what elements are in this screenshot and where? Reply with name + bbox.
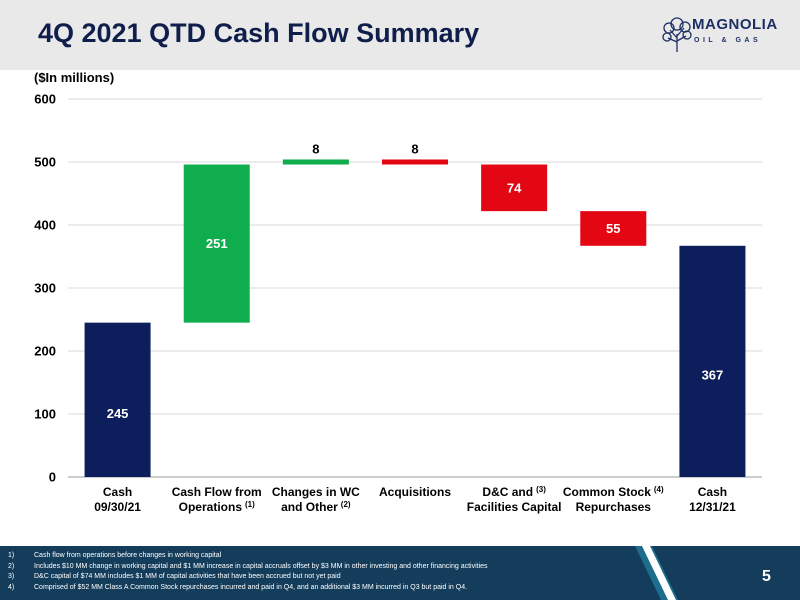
footnote-item: 1) Cash flow from operations before chang… (8, 551, 628, 562)
bar-2 (183, 164, 250, 323)
bars: 245 251 8 8 74 55 367 (84, 141, 746, 477)
footnote-number: 1) (8, 552, 15, 559)
category-label: Acquisitions (379, 485, 451, 499)
logo-wordmark: MAGNOLIA (692, 16, 778, 33)
bar-value-label: 251 (206, 236, 228, 251)
footnote-item: 4) Comprised of $52 MM Class A Common Sto… (8, 583, 628, 594)
footnote-text: Cash flow from operations before changes… (34, 552, 222, 559)
footnote-marker: (4) (654, 485, 664, 494)
page-title: 4Q 2021 QTD Cash Flow Summary (38, 18, 480, 48)
company-logo: MAGNOLIA OIL & GAS (660, 8, 780, 62)
footnote-text: Comprised of $52 MM Class A Common Stock… (34, 583, 468, 591)
category-label: Facilities Capital (467, 500, 562, 514)
y-tick-label: 500 (34, 155, 56, 170)
category-label: Cash Flow from (172, 485, 262, 499)
bar-6 (580, 211, 647, 246)
waterfall-chart: 0 100 200 300 400 500 600 245 251 8 8 74 55 367 Cash… (34, 92, 762, 514)
footnote-number: 2) (8, 562, 15, 570)
footnotes: 1) Cash flow from operations before chang… (8, 551, 628, 593)
y-tick-label: 200 (34, 344, 56, 359)
magnolia-tree-icon (662, 17, 692, 52)
y-tick-label: 600 (34, 92, 56, 107)
bar-value-label: 245 (107, 406, 129, 421)
bar-value-label: 8 (411, 141, 418, 156)
logo-subtext: OIL & GAS (694, 37, 762, 44)
category-label: 09/30/21 (94, 500, 141, 514)
footnote-item: 2) Includes $10 MM change in working capi… (8, 562, 628, 573)
footer-bar: 1) Cash flow from operations before chang… (0, 546, 800, 600)
bar-value-label: 8 (312, 141, 319, 156)
y-tick-label: 100 (34, 407, 56, 422)
footer-background (0, 546, 800, 600)
bar-value-label: 55 (606, 221, 620, 236)
category-label: Repurchases (576, 500, 652, 514)
bar-value-label: 74 (507, 180, 522, 195)
y-tick-label: 300 (34, 281, 56, 296)
footnote-number: 3) (8, 573, 15, 580)
category-label: Changes in WC (272, 485, 360, 499)
footnote-text: D&C capital of $74 MM includes $1 MM of … (34, 573, 341, 580)
y-tick-label: 400 (34, 218, 56, 233)
y-tick-label: 0 (49, 470, 56, 485)
footnote-text: Includes $10 MM change in working capita… (34, 562, 488, 570)
header-bar: 4Q 2021 QTD Cash Flow Summary MAGNOLIA O… (0, 0, 800, 70)
category-label: 12/31/21 (689, 500, 736, 514)
category-label: Cash (103, 485, 132, 499)
category-label: Common Stock (4) (563, 485, 664, 499)
bar-value-label: 367 (702, 367, 724, 382)
footnote-number: 4) (8, 583, 15, 591)
page-number: 5 (762, 568, 771, 585)
category-label: D&C and (3) (482, 485, 546, 499)
bar-7 (679, 245, 746, 477)
footnote-item: 3) D&C capital of $74 MM includes $1 MM o… (8, 572, 628, 583)
bar-5 (481, 164, 548, 212)
category-label: Cash (698, 485, 727, 499)
bar-3 (282, 159, 349, 165)
footnote-marker: (1) (245, 500, 255, 509)
footnote-marker: (3) (536, 485, 546, 494)
category-label: and Other (2) (281, 500, 351, 514)
footnote-marker: (2) (341, 500, 351, 509)
gridlines (68, 98, 762, 478)
unit-label: ($In millions) (34, 70, 115, 85)
category-label: Operations (1) (179, 500, 255, 514)
bar-4 (382, 159, 448, 165)
y-axis-ticks: 0 100 200 300 400 500 600 (34, 92, 56, 485)
bar-1 (84, 322, 151, 477)
